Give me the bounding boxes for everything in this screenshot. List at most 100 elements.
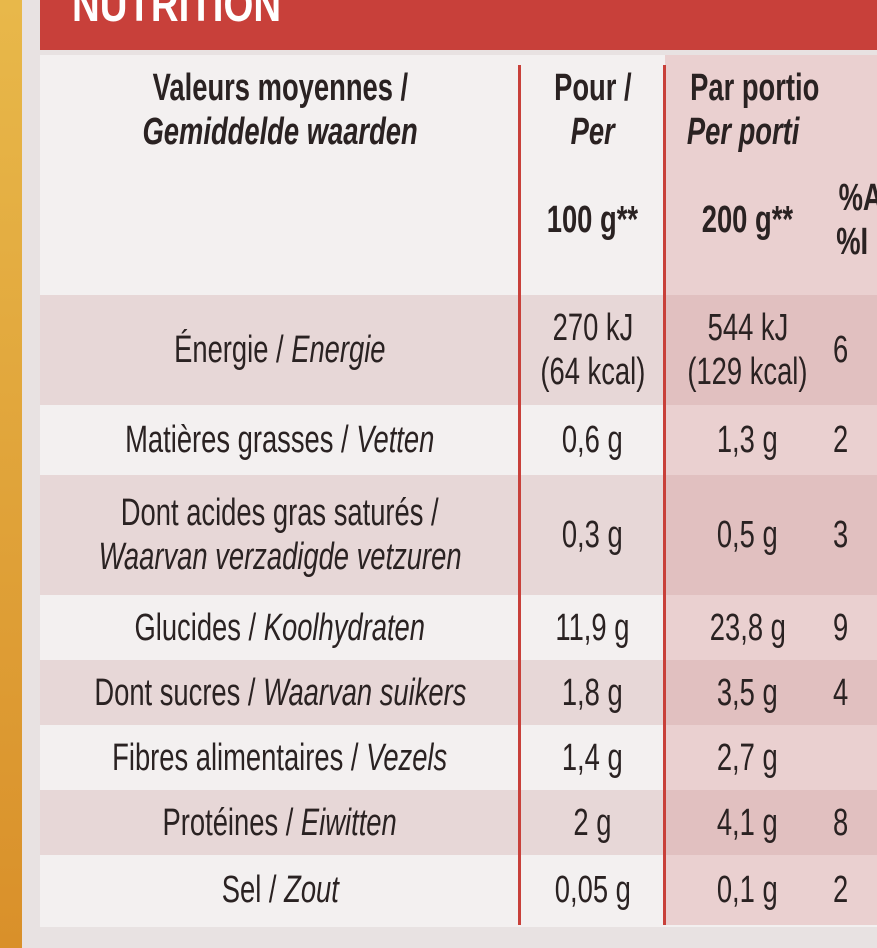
row-bg bbox=[40, 475, 877, 595]
text: 1,8 g bbox=[562, 671, 623, 714]
text: Waarvan suikers bbox=[262, 671, 467, 714]
text: Protéines / bbox=[162, 801, 294, 844]
text: 6 bbox=[832, 329, 849, 371]
column-rule bbox=[518, 65, 521, 925]
text: %I bbox=[836, 221, 869, 263]
value-per-portion: 544 kJ (129 kcal) bbox=[665, 295, 830, 405]
text: 100 g** bbox=[546, 199, 639, 241]
value-percent: 9 bbox=[830, 595, 877, 660]
row-bg bbox=[40, 660, 877, 725]
column-header: 100 g** bbox=[520, 165, 665, 275]
text: Dont sucres / bbox=[93, 671, 256, 714]
nutrient-label: Dont sucres / Waarvan suikers bbox=[40, 660, 520, 725]
text: Sel / bbox=[221, 869, 277, 911]
nutrient-label: Dont acides gras saturés / Waarvan verzad… bbox=[40, 475, 520, 595]
text: 3 bbox=[832, 514, 849, 556]
title: NUTRITION bbox=[72, 0, 282, 32]
nutrient-label: Fibres alimentaires / Vezels bbox=[40, 725, 520, 790]
text: %A bbox=[838, 177, 877, 219]
value-per-portion: 2,7 g bbox=[665, 725, 830, 790]
text: Par portio bbox=[690, 67, 820, 109]
text: 11,9 g bbox=[555, 606, 630, 649]
text: Vezels bbox=[366, 736, 448, 779]
text: 2 bbox=[832, 869, 849, 911]
text: 2 bbox=[832, 419, 849, 461]
value-percent: 4 bbox=[830, 660, 877, 725]
value-percent: 2 bbox=[830, 855, 877, 925]
text: 9 bbox=[832, 606, 849, 649]
text: Waarvan verzadigde vetzuren bbox=[98, 536, 462, 578]
text: 544 kJ bbox=[707, 307, 788, 349]
text: 2,7 g bbox=[717, 736, 778, 779]
text: 23,8 g bbox=[709, 606, 786, 649]
column-header: Par portio Per porti bbox=[665, 55, 830, 165]
column-header: %A%I bbox=[830, 165, 877, 275]
text: 0,5 g bbox=[717, 514, 778, 556]
text: (129 kcal) bbox=[687, 351, 808, 393]
value-per-100g: 0,3 g bbox=[520, 475, 665, 595]
column-header: Valeurs moyennes / Gemiddelde waarden bbox=[40, 55, 520, 165]
value-percent: 8 bbox=[830, 790, 877, 855]
text: Energie bbox=[291, 329, 386, 371]
text: 0,3 g bbox=[562, 514, 623, 556]
text: 0,05 g bbox=[554, 869, 631, 911]
nutrition-table: Valeurs moyennes / Gemiddelde waarden Pour… bbox=[40, 55, 877, 927]
label-line: Protéines / Eiwitten bbox=[163, 801, 397, 845]
text: 1,4 g bbox=[562, 736, 623, 779]
row-bg bbox=[40, 790, 877, 855]
text: Énergie / bbox=[174, 329, 284, 371]
value-per-100g: 1,4 g bbox=[520, 725, 665, 790]
nutrient-label: Énergie / Energie bbox=[40, 295, 520, 405]
label-line: Matières grasses / Vetten bbox=[125, 418, 434, 462]
text: Matières grasses / bbox=[125, 419, 349, 461]
value-per-portion: 4,1 g bbox=[665, 790, 830, 855]
text: 2 g bbox=[573, 801, 612, 844]
label-line: Fibres alimentaires / Vezels bbox=[112, 736, 447, 780]
column-rule bbox=[663, 65, 666, 925]
column-header: Pour / Per bbox=[520, 55, 665, 165]
nutrient-label: Sel / Zout bbox=[40, 855, 520, 925]
value-per-portion: 1,3 g bbox=[665, 405, 830, 475]
value-per-100g: 11,9 g bbox=[520, 595, 665, 660]
value-per-100g: 0,6 g bbox=[520, 405, 665, 475]
portion-col-bg bbox=[665, 55, 877, 925]
label-line: Énergie / Energie bbox=[174, 328, 385, 372]
label-line: Sel / Zout bbox=[221, 868, 338, 912]
label-line: Dont sucres / Waarvan suikers bbox=[94, 671, 466, 715]
value-per-100g: 270 kJ (64 kcal) bbox=[520, 295, 665, 405]
package-edge bbox=[0, 0, 22, 948]
text: Eiwitten bbox=[301, 801, 398, 844]
value-per-100g: 1,8 g bbox=[520, 660, 665, 725]
value-per-portion: 3,5 g bbox=[665, 660, 830, 725]
text: 0,6 g bbox=[562, 419, 623, 461]
text: (64 kcal) bbox=[540, 351, 645, 393]
value-per-100g: 0,05 g bbox=[520, 855, 665, 925]
text: Gemiddelde waarden bbox=[142, 111, 418, 153]
nutrient-label: Protéines / Eiwitten bbox=[40, 790, 520, 855]
text: Per bbox=[570, 111, 615, 153]
text: Valeurs moyennes / bbox=[152, 67, 408, 109]
value-percent: 6 bbox=[830, 295, 877, 405]
text: Zout bbox=[283, 869, 339, 911]
text: Koolhydraten bbox=[264, 606, 426, 649]
text: 1,3 g bbox=[717, 419, 778, 461]
value-per-portion: 0,5 g bbox=[665, 475, 830, 595]
text: 3,5 g bbox=[717, 671, 778, 714]
header-band bbox=[40, 0, 877, 50]
text: Pour / bbox=[553, 67, 632, 109]
row-bg bbox=[40, 295, 877, 405]
nutrient-label: Matières grasses / Vetten bbox=[40, 405, 520, 475]
text: 0,1 g bbox=[717, 869, 778, 911]
nutrient-label: Glucides / Koolhydraten bbox=[40, 595, 520, 660]
column-header: 200 g** bbox=[665, 165, 830, 275]
text: 270 kJ bbox=[552, 307, 633, 349]
text: 8 bbox=[832, 801, 849, 844]
text: Glucides / bbox=[134, 606, 257, 649]
value-per-portion: 0,1 g bbox=[665, 855, 830, 925]
value-per-100g: 2 g bbox=[520, 790, 665, 855]
text: Per porti bbox=[686, 111, 800, 153]
text: Fibres alimentaires / bbox=[112, 736, 359, 779]
value-percent: 3 bbox=[830, 475, 877, 595]
value-per-portion: 23,8 g bbox=[665, 595, 830, 660]
